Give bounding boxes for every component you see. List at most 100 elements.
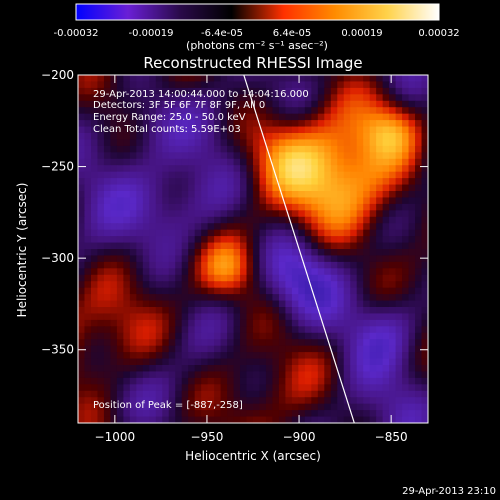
heatmap-cell: [155, 313, 163, 321]
heatmap-cell: [233, 203, 241, 211]
heatmap-cell: [123, 365, 131, 373]
heatmap-cell: [337, 339, 345, 347]
heatmap-cell: [207, 300, 215, 308]
heatmap-cell: [253, 384, 261, 392]
heatmap-cell: [415, 158, 423, 166]
heatmap-cell: [376, 184, 384, 192]
heatmap-cell: [116, 81, 124, 89]
heatmap-cell: [149, 145, 157, 153]
heatmap-cell: [265, 371, 274, 379]
heatmap-cell: [116, 75, 124, 83]
heatmap-cell: [129, 184, 137, 192]
heatmap-cell: [162, 416, 170, 423]
heatmap-cell: [363, 158, 371, 166]
heatmap-cell: [201, 326, 209, 334]
heatmap-cell: [402, 145, 410, 153]
heatmap-cell: [181, 191, 189, 199]
heatmap-cell: [194, 339, 202, 347]
heatmap-cell: [220, 203, 228, 211]
heatmap-cell: [194, 390, 202, 398]
heatmap-cell: [402, 107, 410, 115]
heatmap-cell: [155, 345, 163, 353]
heatmap-cell: [253, 358, 261, 366]
heatmap-cell: [233, 416, 241, 423]
heatmap-cell: [129, 139, 137, 147]
heatmap-cell: [350, 294, 358, 302]
heatmap-cell: [350, 126, 358, 134]
heatmap-cell: [149, 94, 157, 102]
heatmap-cell: [103, 87, 112, 95]
heatmap-cell: [207, 313, 215, 321]
heatmap-cell: [382, 152, 390, 160]
heatmap-cell: [103, 236, 112, 244]
heatmap-cell: [265, 249, 274, 257]
heatmap-cell: [233, 319, 241, 327]
heatmap-cell: [363, 113, 371, 121]
heatmap-cell: [324, 255, 332, 263]
heatmap-cell: [272, 210, 280, 218]
heatmap-cell: [136, 94, 144, 102]
heatmap-cell: [376, 410, 384, 418]
heatmap-cell: [142, 352, 150, 360]
heatmap-cell: [369, 281, 377, 289]
heatmap-cell: [110, 294, 118, 302]
heatmap-cell: [317, 281, 325, 289]
heatmap-cell: [240, 87, 248, 95]
heatmap-cell: [369, 371, 377, 379]
heatmap-cell: [129, 377, 137, 385]
heatmap-cell: [116, 145, 124, 153]
heatmap-cell: [402, 139, 410, 147]
heatmap-cell: [317, 165, 325, 173]
heatmap-cell: [162, 339, 170, 347]
heatmap-cell: [324, 242, 332, 250]
heatmap-cell: [350, 158, 358, 166]
heatmap-cell: [395, 255, 403, 263]
heatmap-cell: [402, 397, 410, 405]
heatmap-cell: [90, 191, 99, 199]
heatmap-cell: [285, 191, 293, 199]
heatmap-cell: [278, 307, 287, 315]
heatmap-cell: [324, 197, 332, 205]
heatmap-cell: [149, 345, 157, 353]
heatmap-cell: [265, 403, 274, 411]
heatmap-cell: [317, 307, 325, 315]
heatmap-cell: [181, 87, 189, 95]
heatmap-cell: [129, 145, 137, 153]
heatmap-cell: [142, 287, 150, 295]
heatmap-cell: [155, 339, 163, 347]
heatmap-cell: [298, 107, 306, 115]
heatmap-cell: [227, 184, 235, 192]
heatmap-cell: [356, 345, 364, 353]
heatmap-cell: [265, 242, 274, 250]
heatmap-cell: [363, 332, 371, 340]
heatmap-cell: [194, 300, 202, 308]
heatmap-cell: [421, 268, 428, 276]
heatmap-cell: [246, 229, 254, 237]
heatmap-cell: [298, 274, 306, 282]
heatmap-cell: [311, 107, 319, 115]
heatmap-cell: [415, 365, 423, 373]
heatmap-cell: [214, 319, 222, 327]
heatmap-cell: [142, 365, 150, 373]
heatmap-cell: [317, 410, 325, 418]
heatmap-cell: [259, 345, 267, 353]
heatmap-cell: [155, 326, 163, 334]
heatmap-cell: [181, 126, 189, 134]
heatmap-cell: [350, 113, 358, 121]
heatmap-cell: [382, 216, 390, 224]
heatmap-cell: [188, 326, 196, 334]
heatmap-cell: [265, 287, 274, 295]
heatmap-cell: [395, 365, 403, 373]
heatmap-cell: [149, 294, 157, 302]
heatmap-cell: [78, 165, 86, 173]
heatmap-cell: [162, 352, 170, 360]
heatmap-cell: [402, 300, 410, 308]
heatmap-cell: [382, 352, 390, 360]
heatmap-cell: [343, 352, 351, 360]
heatmap-cell: [278, 133, 287, 141]
heatmap-cell: [285, 126, 293, 134]
heatmap-cell: [233, 313, 241, 321]
heatmap-cell: [421, 345, 428, 353]
heatmap-cell: [291, 216, 299, 224]
heatmap-cell: [317, 365, 325, 373]
